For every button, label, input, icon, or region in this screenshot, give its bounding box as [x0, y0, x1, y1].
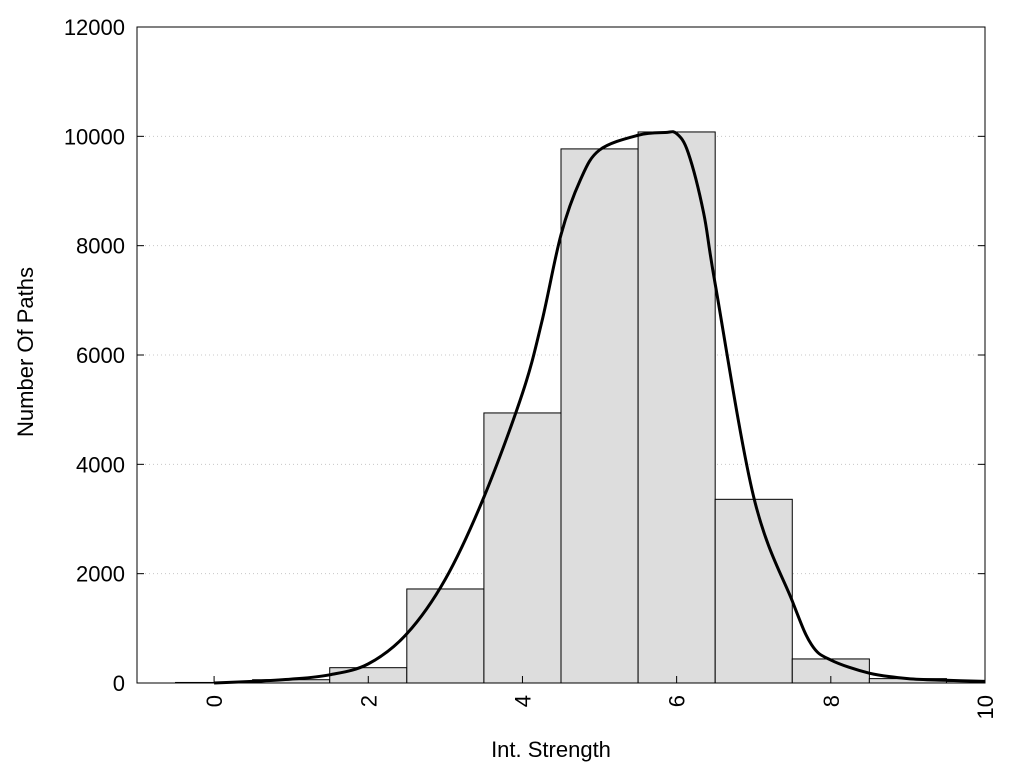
y-axis-title: Number Of Paths — [13, 267, 38, 437]
histogram-bar — [637, 131, 716, 684]
y-tick-label: 10000 — [64, 124, 125, 149]
x-axis-title: Int. Strength — [491, 737, 611, 762]
x-tick-label: 8 — [819, 695, 844, 707]
density-curve-layer — [214, 130, 986, 685]
x-tick-label: 10 — [973, 695, 998, 719]
y-tick-label: 8000 — [76, 234, 125, 259]
tick-marks — [137, 26, 986, 684]
x-tick-label: 2 — [356, 695, 381, 707]
y-tick-label: 6000 — [76, 343, 125, 368]
y-tick-label: 12000 — [64, 15, 125, 40]
x-tick-label: 6 — [665, 695, 690, 707]
y-tick-label: 4000 — [76, 452, 125, 477]
histogram-bar — [483, 412, 562, 684]
x-tick-label: 4 — [510, 695, 535, 707]
y-tick-label: 0 — [113, 671, 125, 696]
bars — [175, 131, 986, 684]
histogram-bar — [406, 588, 485, 684]
x-tick-label: 0 — [202, 695, 227, 707]
y-tick-labels: 0 2000 4000 6000 8000 10000 12000 — [64, 15, 125, 696]
histogram-bar — [714, 498, 793, 684]
histogram-bar — [560, 148, 639, 684]
x-tick-labels: 0 2 4 6 8 10 — [202, 695, 998, 719]
density-curve — [214, 130, 986, 685]
y-tick-label: 2000 — [76, 562, 125, 587]
